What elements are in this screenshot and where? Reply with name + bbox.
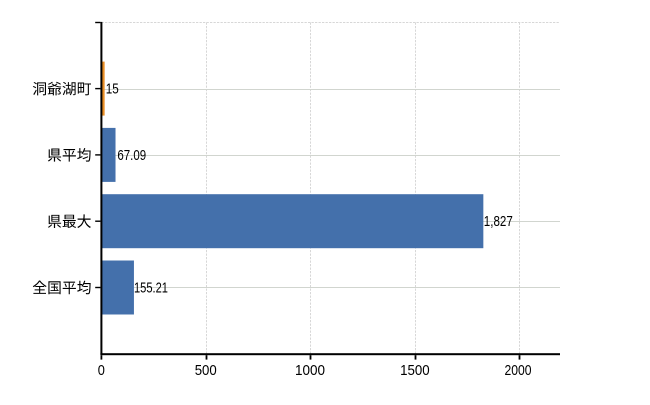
svg-text:2000: 2000 bbox=[505, 362, 532, 379]
svg-text:1000: 1000 bbox=[295, 362, 325, 379]
svg-text:155.21: 155.21 bbox=[134, 280, 168, 297]
svg-text:67.09: 67.09 bbox=[117, 147, 146, 164]
svg-text:1,827: 1,827 bbox=[484, 213, 513, 230]
svg-text:0: 0 bbox=[98, 362, 105, 379]
svg-text:500: 500 bbox=[195, 362, 217, 379]
svg-text:15: 15 bbox=[106, 81, 119, 98]
svg-text:1500: 1500 bbox=[400, 362, 430, 379]
